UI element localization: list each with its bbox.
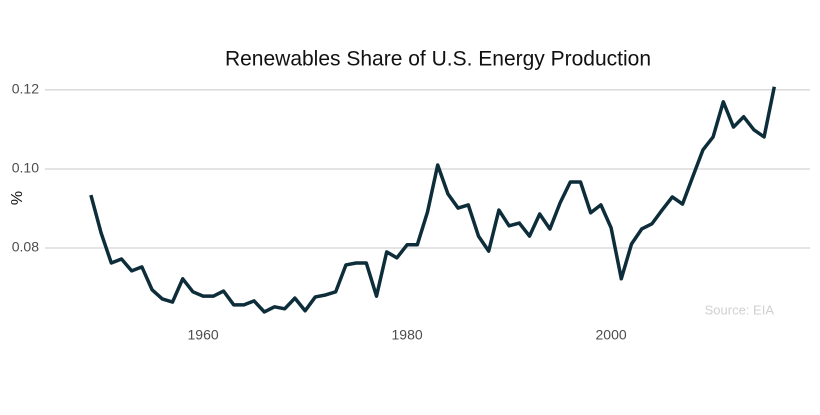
x-tick-label: 2000 (596, 327, 627, 343)
y-tick-label: 0.10 (12, 160, 39, 176)
y-axis-label: % (9, 191, 26, 205)
chart-title: Renewables Share of U.S. Energy Producti… (225, 48, 651, 71)
annotation: Source: EIA (705, 302, 775, 317)
x-tick-label: 1960 (188, 327, 219, 343)
y-tick-label: 0.08 (12, 239, 39, 255)
y-tick-label: 0.12 (12, 81, 39, 97)
x-tick-label: 1980 (392, 327, 423, 343)
data-line (89, 86, 777, 314)
